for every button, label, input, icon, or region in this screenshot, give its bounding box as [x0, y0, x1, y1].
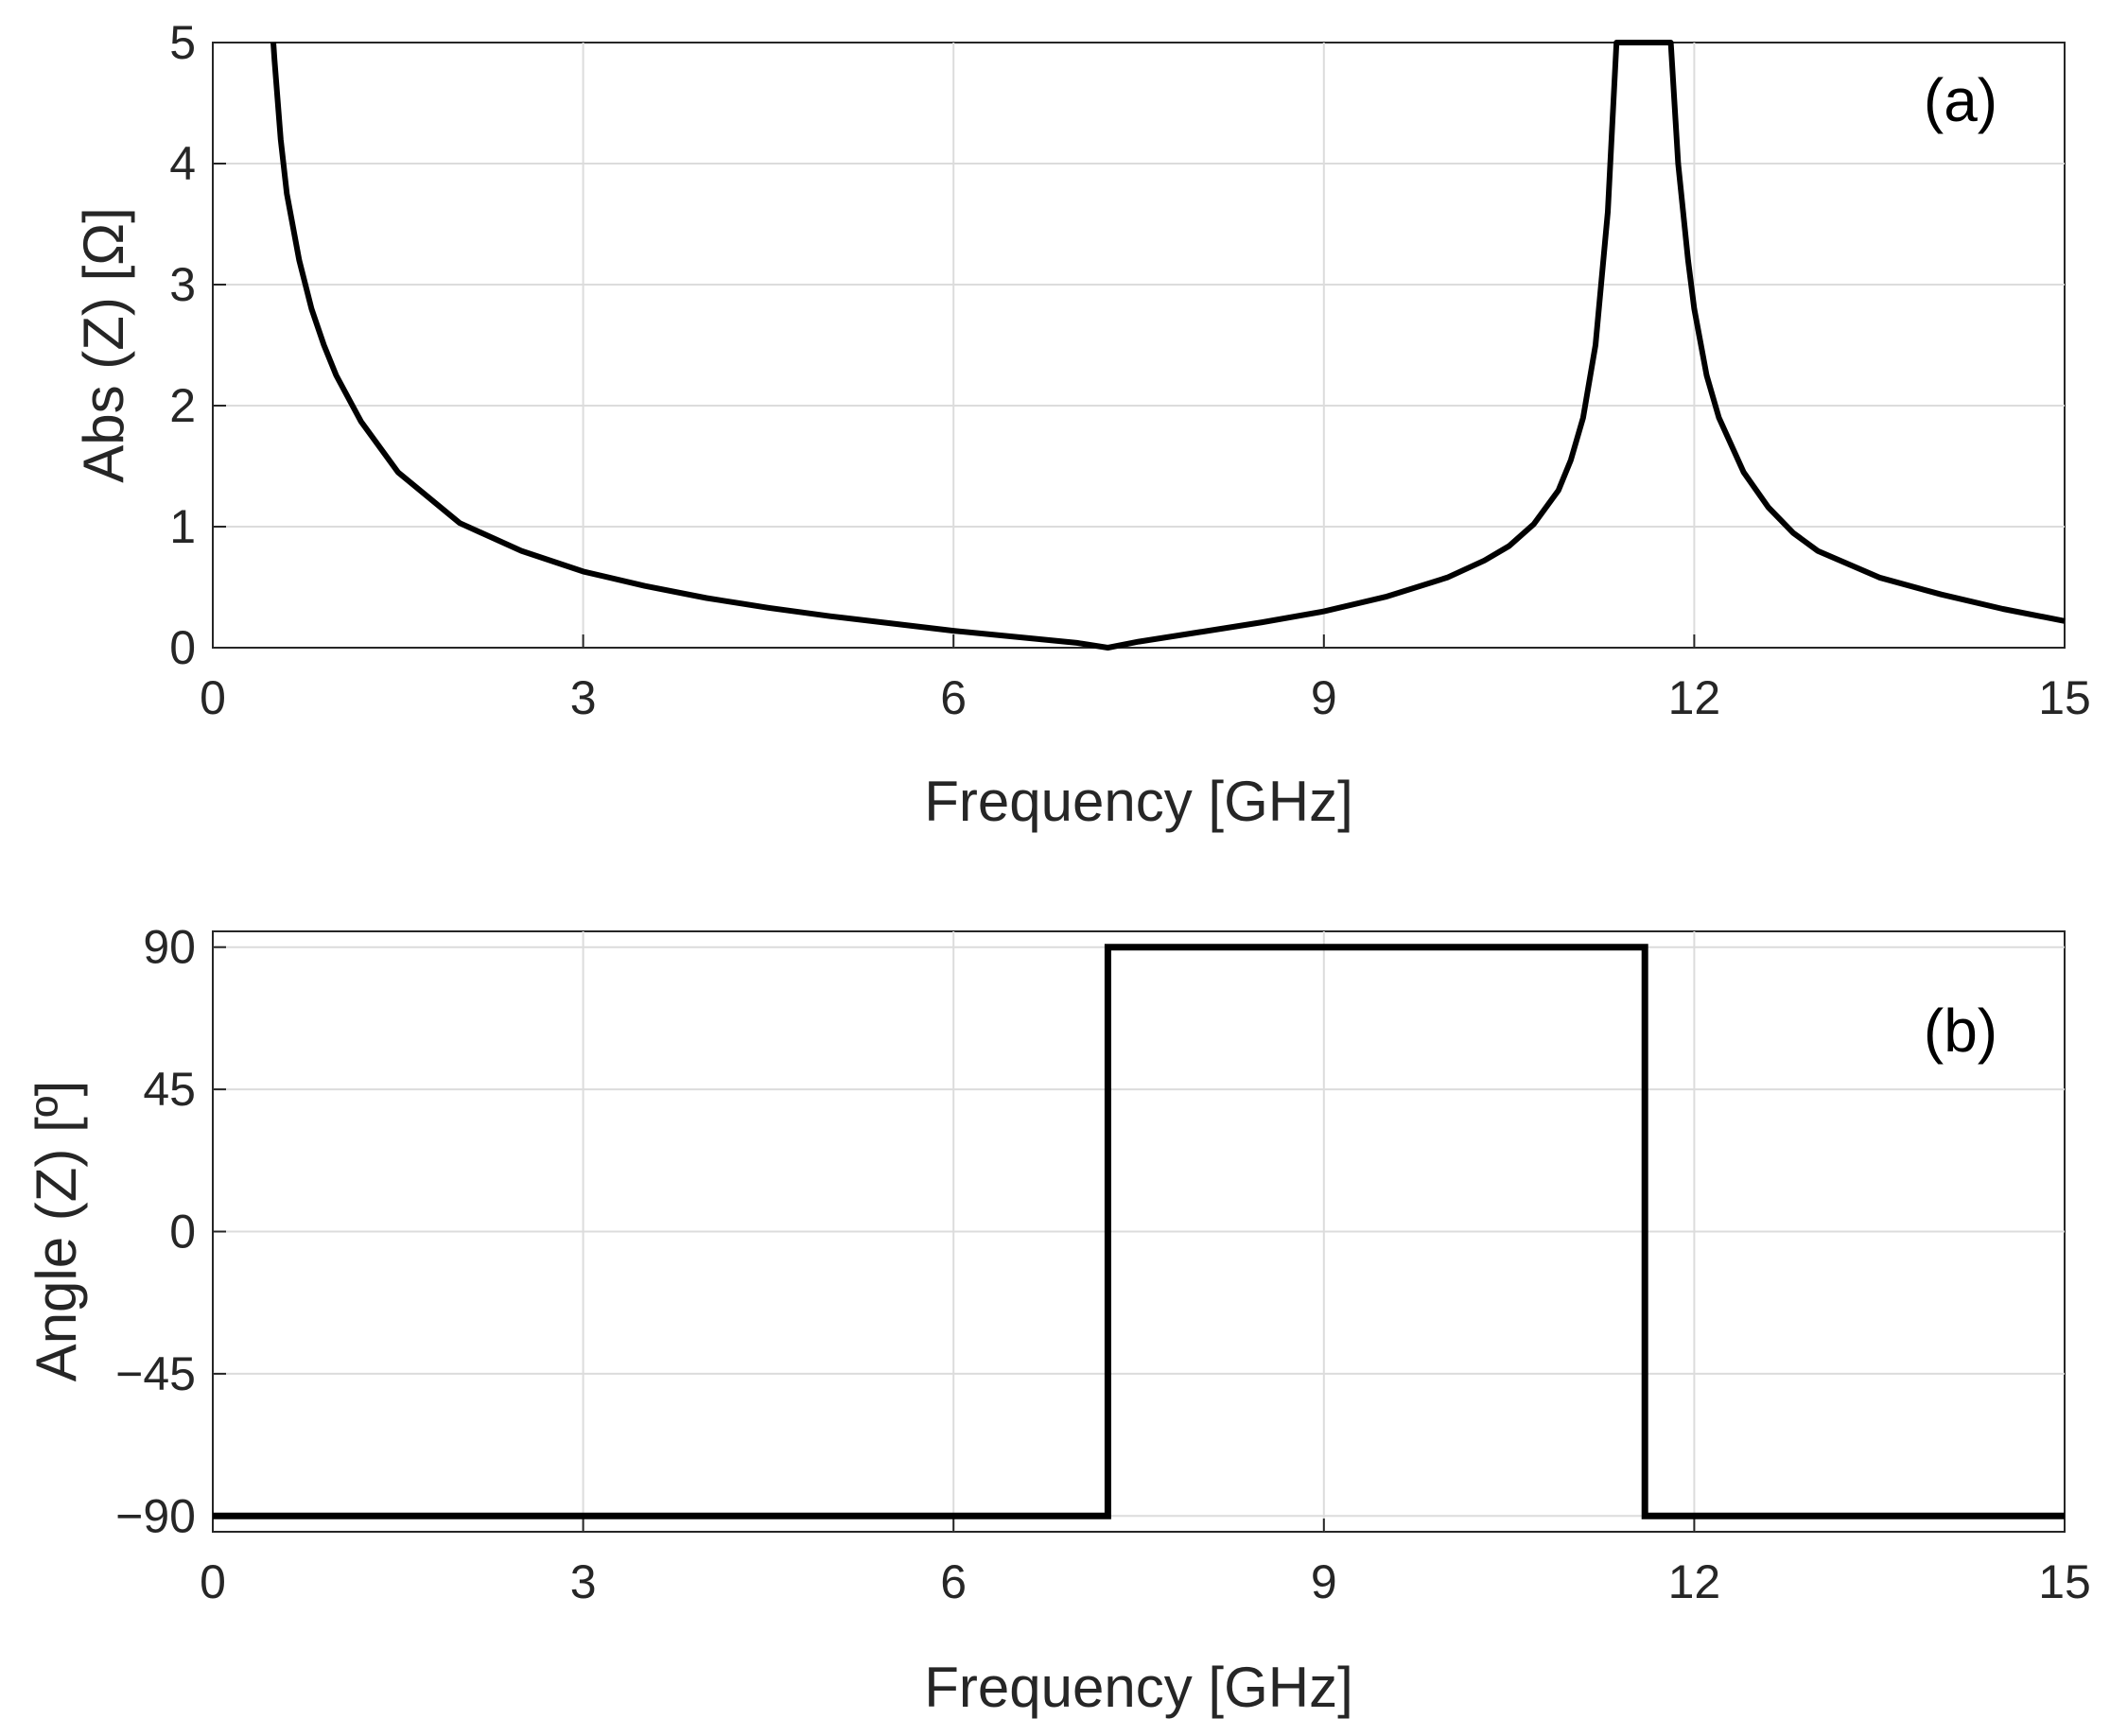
y-tick-label: −90 [115, 1489, 196, 1542]
panel-b-series-line [213, 944, 2065, 1519]
x-tick-label: 9 [1311, 671, 1337, 724]
panel-a-y-axis-title: Abs (Z) [Ω] [72, 207, 135, 483]
panel-a-grid [213, 43, 2065, 648]
y-tick-label: 4 [169, 137, 196, 190]
x-tick-label: 3 [570, 1555, 597, 1608]
x-tick-label: 15 [2038, 1555, 2091, 1608]
y-tick-label: −45 [115, 1347, 196, 1400]
panel-a-series-line [270, 40, 2066, 651]
y-tick-label: 0 [169, 1206, 196, 1259]
y-tick-label: 45 [143, 1063, 196, 1116]
y-tick-label: 3 [169, 258, 196, 311]
y-tick-label: 0 [169, 621, 196, 674]
panel-a-label: (a) [1924, 66, 1997, 134]
y-tick-label: 5 [169, 16, 196, 69]
panel-a-plot-area [212, 42, 2066, 649]
x-tick-label: 0 [200, 671, 226, 724]
panel-b-label: (b) [1924, 997, 1997, 1065]
y-tick-label: 1 [169, 500, 196, 553]
panel-b-ticks: 0 3 6 9 12 15 −90 −45 0 45 90 [115, 921, 2091, 1608]
y-tick-label: 2 [169, 379, 196, 432]
panel-b-x-axis-title: Frequency [GHz] [924, 1656, 1353, 1719]
y-tick-label: 90 [143, 921, 196, 974]
panel-b-y-axis-title: Angle (Z) [º] [25, 1081, 88, 1382]
x-tick-label: 3 [570, 671, 597, 724]
x-tick-label: 12 [1668, 1555, 1721, 1608]
x-tick-label: 0 [200, 1555, 226, 1608]
x-tick-label: 6 [940, 671, 967, 724]
x-tick-label: 9 [1311, 1555, 1337, 1608]
panel-b-angle-chart: 0 3 6 9 12 15 −90 −45 0 45 90 Frequency [GHz] Angl… [25, 921, 2091, 1719]
x-tick-label: 15 [2038, 671, 2091, 724]
x-tick-label: 6 [940, 1555, 967, 1608]
panel-a-x-axis-title: Frequency [GHz] [924, 770, 1353, 833]
x-tick-label: 12 [1668, 671, 1721, 724]
